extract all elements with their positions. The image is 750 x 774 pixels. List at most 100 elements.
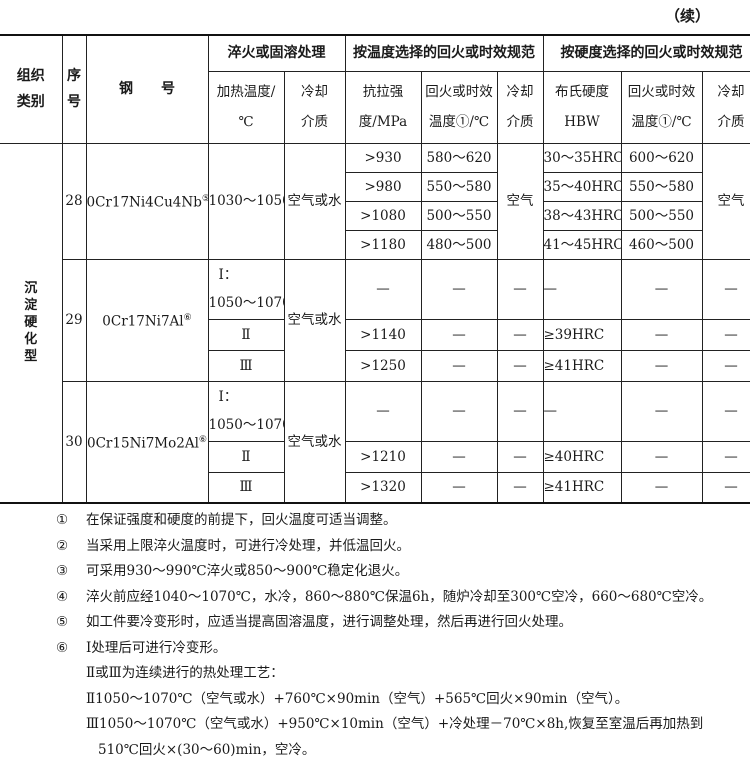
temper-temp2-cell: 460～500 xyxy=(620,229,703,260)
table-row: 29 0Cr17Ni7Al⑥ Ⅰ： 1050～1070 空气或水 — — — — — — xyxy=(0,258,750,382)
header-temper2: 回火或时效温度①/℃ xyxy=(620,70,703,144)
header-heat-temp: 加热温度/℃ xyxy=(207,70,285,144)
header-by-hardness: 按硬度选择的回火或时效规范 xyxy=(542,34,750,72)
table-row: >980 550～580 35～40HRC 550～580 xyxy=(0,171,750,202)
cool3-cell: — xyxy=(701,471,750,504)
cool3-cell: — xyxy=(701,349,750,382)
header-quench: 淬火或固溶处理 xyxy=(207,34,346,72)
grade-text: 0Cr17Ni7Al xyxy=(102,313,184,330)
heat-stage-cell: Ⅱ xyxy=(207,440,285,473)
temper-temp2-cell: — xyxy=(620,471,703,504)
tensile-cell: — xyxy=(344,258,422,320)
footnote: ① 在保证强度和硬度的前提下，回火温度可适当调整。 xyxy=(56,508,712,534)
seq-cell: 30 xyxy=(61,380,87,504)
grade-note: ⑥ xyxy=(183,313,192,324)
table-row: >1180 480～500 41～45HRC 460～500 xyxy=(0,229,750,260)
tensile-cell: >1250 xyxy=(344,349,422,382)
cool2-cell: — xyxy=(496,349,544,382)
tensile-cell: >930 xyxy=(344,142,422,173)
temper-temp-cell: 550～580 xyxy=(420,171,498,202)
seq-cell: 29 xyxy=(61,258,87,382)
seq-cell: 28 xyxy=(61,142,87,260)
tensile-cell: — xyxy=(344,380,422,442)
header-category: 组织类别 xyxy=(0,34,63,144)
table-row: Ⅲ >1320— — ≥41HRC — — xyxy=(0,471,750,504)
footnote-text: 淬火前应经1040～1070℃，水冷，860～880℃保温6h，随炉冷却至300… xyxy=(86,588,713,605)
temper-temp-cell: — xyxy=(420,318,498,351)
cool3-cell: — xyxy=(701,318,750,351)
category-text: 沉淀硬化型 xyxy=(24,281,38,365)
heat-stage-1: Ⅰ： xyxy=(218,267,238,283)
footnote-text: 如工件要冷变形时，应适当提高固溶温度，进行调整处理，然后再进行回火处理。 xyxy=(86,614,572,630)
cool2-cell: — xyxy=(496,258,544,320)
header-by-temp: 按温度选择的回火或时效规范 xyxy=(344,34,544,72)
cool1-cell: 空气或水 xyxy=(283,380,346,504)
temper-temp-cell: — xyxy=(420,471,498,504)
temper-temp2-cell: — xyxy=(620,258,703,320)
temper-temp2-cell: — xyxy=(620,349,703,382)
tensile-cell: >1080 xyxy=(344,200,422,231)
header-cool3: 冷却介质 xyxy=(701,70,750,144)
temper-temp-cell: — xyxy=(420,349,498,382)
footnote: ③ 可采用930～990℃淬火或850～900℃稳定化退火。 xyxy=(56,559,712,585)
tensile-cell: >1320 xyxy=(344,471,422,504)
heat-stage-cell: Ⅲ xyxy=(207,471,285,504)
footnote-number: ⑥ xyxy=(56,639,69,656)
hardness-cell: ≥41HRC xyxy=(542,349,622,382)
temper-temp2-cell: — xyxy=(620,440,703,473)
temper-temp-cell: 500～550 xyxy=(420,200,498,231)
cool2-cell: — xyxy=(496,471,544,504)
tensile-cell: >1140 xyxy=(344,318,422,351)
footnote-number: ④ xyxy=(56,588,69,605)
temper-temp2-cell: 550～580 xyxy=(620,171,703,202)
header-hardness: 布氏硬度HBW xyxy=(542,70,622,144)
tensile-cell: >1180 xyxy=(344,229,422,260)
cool3-cell: — xyxy=(701,380,750,442)
continued-label: （续） xyxy=(664,7,710,25)
footnote-6-line: 510℃回火×(30～60)min，空冷。 xyxy=(98,741,316,758)
footnote-number: ① xyxy=(56,512,69,528)
header-tensile: 抗拉强度/MPa xyxy=(344,70,422,144)
temper-temp2-cell: 500～550 xyxy=(620,200,703,231)
heat-stage-cell: Ⅲ xyxy=(207,349,285,382)
footnote-6-line: Ⅱ1050～1070℃（空气或水）+760℃×90min（空气）+565℃回火×… xyxy=(86,690,629,707)
heat-cell: 1030～1050 xyxy=(207,142,285,260)
heat-stage-cell: Ⅱ xyxy=(207,318,285,351)
category-cell: 沉淀硬化型 xyxy=(0,142,63,504)
header-grade: 钢 号 xyxy=(85,34,209,144)
heat-stage-1: Ⅰ： xyxy=(218,389,238,405)
table-row: >1080 500～550 38～43HRC 500～550 xyxy=(0,200,750,231)
footnote-number: ③ xyxy=(56,563,69,579)
cool3-cell: 空气 xyxy=(701,142,750,260)
hardness-cell: ≥39HRC xyxy=(542,318,622,351)
grade-text: 0Cr15Ni7Mo2Al xyxy=(87,435,199,452)
heat-range: 1050～1070 xyxy=(208,417,284,433)
hardness-cell: 30～35HRC xyxy=(542,142,622,173)
temper-temp2-cell: 600～620 xyxy=(620,142,703,173)
heat-treatment-table: 组织类别 序号 钢 号 淬火或固溶处理 按温度选择的回火或时效规范 按硬度选择的… xyxy=(0,34,750,504)
tensile-cell: >980 xyxy=(344,171,422,202)
hardness-cell: ≥40HRC xyxy=(542,440,622,473)
heat-cell: Ⅰ： 1050～1070 xyxy=(207,380,285,442)
grade-cell: 0Cr17Ni7Al⑥ xyxy=(85,258,209,382)
footnote-text: 在保证强度和硬度的前提下，回火温度可适当调整。 xyxy=(86,512,397,528)
header-cool2: 冷却介质 xyxy=(496,70,544,144)
heat-range: 1050～1070 xyxy=(208,295,284,311)
grade-note: ⑥ xyxy=(198,435,207,445)
header-cool1: 冷却介质 xyxy=(283,70,346,144)
temper-temp-cell: — xyxy=(420,380,498,442)
temper-temp-cell: 480～500 xyxy=(420,229,498,260)
cool1-cell: 空气或水 xyxy=(283,142,346,260)
footnotes: ① 在保证强度和硬度的前提下，回火温度可适当调整。 ② 当采用上限淬火温度时，可进行冷… xyxy=(56,508,712,763)
header-seq: 序号 xyxy=(61,34,87,144)
temper-temp-cell: — xyxy=(420,258,498,320)
footnote-6-line: Ⅱ或Ⅲ为连续进行的热处理工艺： xyxy=(86,665,284,681)
hardness-cell: 41～45HRC xyxy=(542,229,622,260)
temper-temp-cell: 580～620 xyxy=(420,142,498,173)
cool3-cell: — xyxy=(701,258,750,320)
footnote: ② 当采用上限淬火温度时，可进行冷处理，并低温回火。 xyxy=(56,534,712,560)
footnote-6-line: Ⅲ1050～1070℃（空气或水）+950℃×10min（空气）+冷处理－70℃… xyxy=(86,716,704,732)
hardness-cell: 35～40HRC xyxy=(542,171,622,202)
header-temper1: 回火或时效温度①/℃ xyxy=(420,70,498,144)
table-row: 30 0Cr15Ni7Mo2Al⑥ Ⅰ： 1050～1070 空气或水 — — — — — — xyxy=(0,380,750,504)
